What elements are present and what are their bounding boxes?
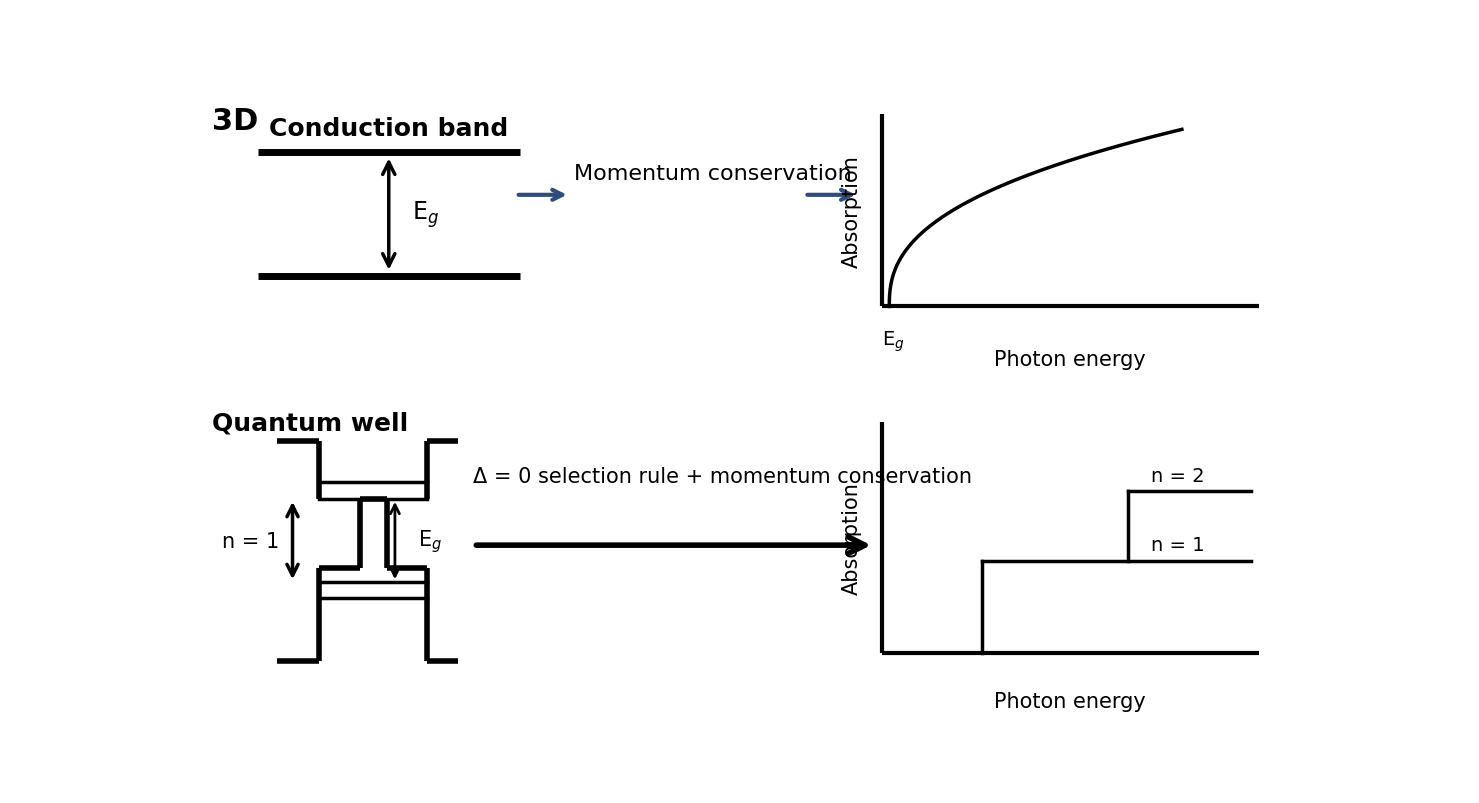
Text: n = 1: n = 1: [222, 531, 280, 551]
Text: Conduction band: Conduction band: [269, 116, 509, 141]
Text: Absorption: Absorption: [843, 155, 862, 267]
Text: Momentum conservation: Momentum conservation: [574, 164, 852, 184]
Text: E$_g$: E$_g$: [881, 328, 905, 353]
Text: Quantum well: Quantum well: [211, 411, 408, 435]
Text: Δ = 0 selection rule + momentum conservation: Δ = 0 selection rule + momentum conserva…: [473, 467, 973, 487]
Text: 3D: 3D: [211, 107, 257, 136]
Text: Photon energy: Photon energy: [994, 349, 1146, 369]
Text: E$_g$: E$_g$: [411, 199, 439, 230]
Text: Photon energy: Photon energy: [994, 691, 1146, 711]
Text: n = 2: n = 2: [1151, 467, 1205, 486]
Text: Absorption: Absorption: [843, 482, 862, 594]
Text: E$_g$: E$_g$: [419, 528, 442, 554]
Text: n = 1: n = 1: [1151, 536, 1205, 555]
